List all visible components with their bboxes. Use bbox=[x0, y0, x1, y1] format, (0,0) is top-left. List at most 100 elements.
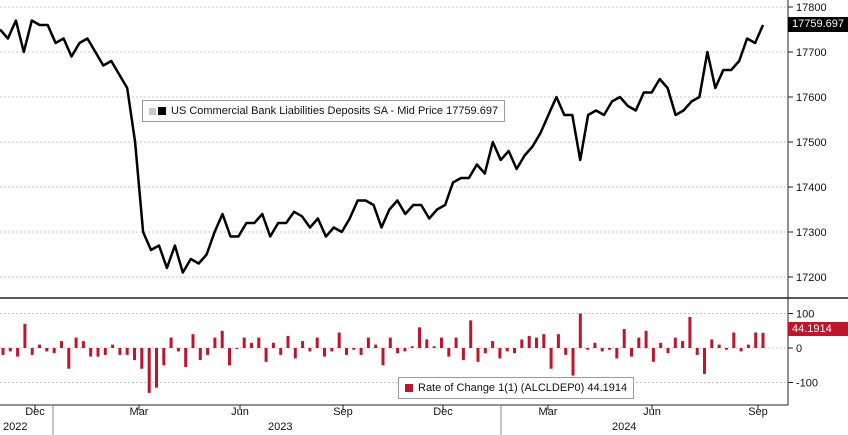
deposits-line bbox=[0, 19, 765, 274]
rate-bar bbox=[206, 348, 210, 355]
lower-y-axis: 100 0 -100 bbox=[788, 309, 818, 390]
y-tick-label: 100 bbox=[796, 309, 814, 321]
rate-bar bbox=[264, 348, 268, 362]
rate-bar bbox=[739, 348, 743, 352]
rate-bar bbox=[651, 348, 655, 362]
rate-bar bbox=[418, 327, 421, 348]
rate-bar bbox=[571, 348, 575, 376]
rate-of-change-bars bbox=[1, 313, 765, 393]
rate-bar bbox=[147, 348, 151, 393]
upper-y-axis: 17200 17300 17400 17500 17600 17700 17800 bbox=[788, 2, 827, 284]
rate-bar bbox=[556, 334, 560, 348]
x-axis: Dec Mar Jun Sep Dec Mar Jun Sep 2022 2023 2024 bbox=[3, 405, 768, 435]
rate-bar bbox=[717, 344, 721, 348]
rate-bar bbox=[564, 348, 568, 355]
y-tick-label: 17700 bbox=[796, 47, 827, 59]
rate-bar bbox=[608, 348, 611, 350]
rate-bar bbox=[191, 334, 195, 348]
rate-bar bbox=[505, 348, 509, 352]
x-tick-label: Mar bbox=[539, 406, 558, 418]
rate-bar bbox=[228, 348, 231, 366]
rate-bar bbox=[476, 348, 480, 362]
rate-bar bbox=[96, 348, 100, 357]
rate-bar bbox=[60, 341, 63, 348]
x-tick-label: Jun bbox=[643, 406, 661, 418]
rate-bar bbox=[89, 348, 93, 357]
rate-bar bbox=[250, 342, 253, 348]
rate-bar bbox=[184, 348, 188, 367]
rate-bar bbox=[1, 348, 5, 355]
rate-bar bbox=[637, 337, 641, 348]
rate-bar bbox=[345, 348, 348, 355]
lower-gridlines bbox=[0, 313, 788, 383]
rate-bar bbox=[359, 348, 363, 355]
rate-bar bbox=[337, 332, 341, 348]
rate-bar bbox=[454, 337, 458, 348]
rate-bar bbox=[725, 348, 728, 350]
rate-bar bbox=[16, 348, 20, 357]
rate-bar bbox=[630, 348, 633, 357]
last-rate-badge: 44.1914 bbox=[788, 322, 848, 336]
rate-bar bbox=[45, 348, 49, 352]
rate-bar bbox=[498, 348, 502, 359]
y-tick-label: 17800 bbox=[796, 2, 827, 14]
rate-bar bbox=[447, 348, 451, 357]
rate-bar bbox=[761, 332, 765, 348]
rate-bar bbox=[746, 344, 750, 348]
legend-swatch-black bbox=[158, 107, 166, 115]
rate-bar bbox=[388, 337, 392, 348]
rate-bar bbox=[513, 348, 516, 354]
rate-bar bbox=[644, 330, 648, 349]
rate-bar bbox=[169, 337, 173, 348]
rate-bar bbox=[140, 348, 144, 369]
rate-bar bbox=[301, 341, 305, 348]
y-tick-label: -100 bbox=[796, 378, 818, 390]
legend-swatch-red bbox=[405, 384, 413, 392]
rate-bar bbox=[286, 335, 290, 348]
rate-bar bbox=[103, 348, 107, 355]
rate-bar bbox=[242, 337, 246, 348]
y-tick-label: 17500 bbox=[796, 137, 827, 149]
last-price-badge: 17759.697 bbox=[788, 17, 848, 32]
x-tick-label: Dec bbox=[25, 406, 45, 418]
rate-bar bbox=[8, 348, 12, 352]
rate-bar bbox=[403, 348, 407, 352]
rate-legend: Rate of Change 1(1) (ALCLDEP0) 44.1914 bbox=[398, 377, 635, 399]
rate-bar bbox=[396, 348, 400, 354]
year-label: 2024 bbox=[612, 421, 636, 433]
rate-bar bbox=[469, 320, 473, 348]
rate-bar bbox=[600, 348, 604, 352]
y-tick-label: 17300 bbox=[796, 227, 827, 239]
year-label: 2023 bbox=[268, 421, 292, 433]
rate-bar bbox=[133, 348, 136, 361]
x-tick-label: Jun bbox=[231, 406, 249, 418]
rate-bar bbox=[81, 341, 85, 348]
rate-bar bbox=[74, 337, 78, 348]
rate-bar bbox=[586, 348, 590, 350]
rate-bar bbox=[615, 348, 619, 359]
rate-bar bbox=[111, 344, 115, 348]
rate-bar bbox=[527, 335, 531, 348]
rate-bar bbox=[220, 330, 224, 349]
rate-bar bbox=[593, 342, 597, 348]
rate-bar bbox=[30, 348, 34, 355]
legend-marker-icon bbox=[149, 107, 156, 115]
rate-bar bbox=[271, 342, 275, 348]
rate-bar bbox=[666, 348, 670, 354]
rate-legend-text: Rate of Change 1(1) (ALCLDEP0) 44.1914 bbox=[418, 382, 628, 394]
rate-bar bbox=[308, 348, 312, 352]
rate-bar bbox=[374, 344, 378, 348]
rate-bar bbox=[176, 348, 180, 352]
rate-bar bbox=[67, 348, 71, 369]
y-tick-label: 0 bbox=[796, 343, 802, 355]
rate-bar bbox=[483, 348, 487, 354]
rate-bar bbox=[440, 337, 443, 348]
rate-bar bbox=[118, 348, 122, 355]
rate-bar bbox=[542, 334, 546, 348]
rate-bar bbox=[366, 337, 370, 348]
y-tick-label: 17600 bbox=[796, 92, 827, 104]
rate-bar bbox=[578, 313, 582, 348]
rate-bar bbox=[732, 332, 736, 348]
rate-bar bbox=[279, 348, 283, 355]
